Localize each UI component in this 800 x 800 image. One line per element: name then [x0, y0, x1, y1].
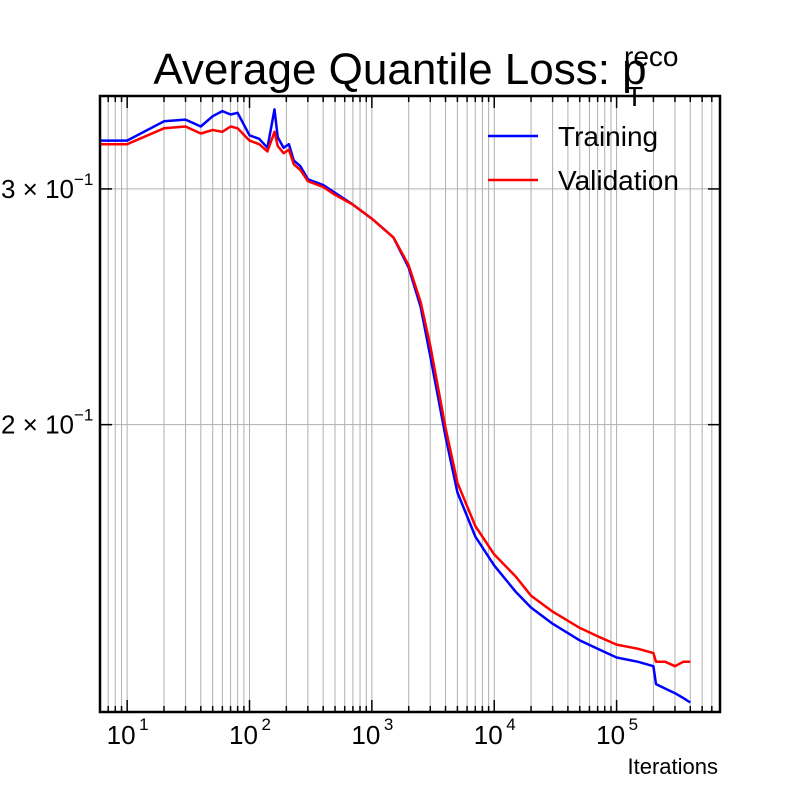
- legend-label-training: Training: [558, 121, 658, 152]
- chart-title-main: Average Quantile Loss: p: [153, 45, 646, 94]
- grid-lines: [99, 96, 721, 712]
- chart-title: Average Quantile Loss: p: [153, 45, 646, 94]
- x-tick-label: 10: [351, 720, 380, 750]
- x-tick-label: 10: [107, 720, 136, 750]
- y-tick-labels: 2 × 10 −13 × 10 −1: [1, 170, 93, 440]
- x-tick-labels: 10 1 10 2 10 3 10 4 10 5: [107, 715, 638, 750]
- x-tick-label: 10: [229, 720, 258, 750]
- y-tick-label: 2 × 10: [1, 410, 74, 440]
- y-tick-label-exponent: −1: [74, 406, 93, 425]
- legend-label-validation: Validation: [558, 165, 679, 196]
- x-tick-label-exponent: 5: [629, 715, 638, 734]
- y-tick-label-exponent: −1: [74, 170, 93, 189]
- series-line-validation: [100, 125, 691, 668]
- x-tick-label-exponent: 3: [384, 715, 393, 734]
- x-tick-label-exponent: 1: [139, 715, 148, 734]
- x-tick-label: 10: [596, 720, 625, 750]
- plot-area: [98, 94, 722, 714]
- x-tick-label-exponent: 4: [506, 715, 515, 734]
- chart-title-superscript: reco: [624, 41, 678, 72]
- y-tick-label: 3 × 10: [1, 174, 74, 204]
- legend: Training Validation: [488, 121, 679, 196]
- x-tick-label-exponent: 2: [262, 715, 271, 734]
- axis-ticks: [99, 96, 721, 712]
- plot-frame: [98, 94, 722, 714]
- series-layer: [100, 108, 691, 704]
- x-tick-label: 10: [474, 720, 503, 750]
- x-axis-label: Iterations: [628, 754, 719, 779]
